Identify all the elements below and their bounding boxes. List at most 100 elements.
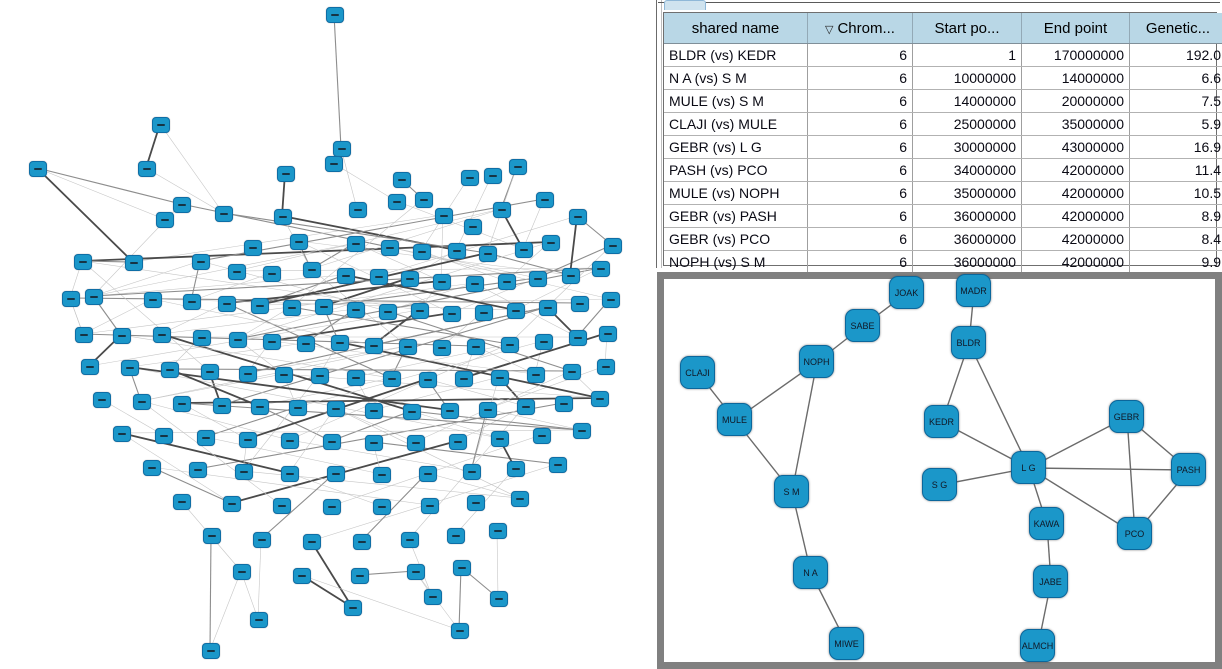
network-node[interactable]	[401, 532, 419, 548]
network-node[interactable]	[228, 264, 246, 280]
network-node[interactable]	[281, 466, 299, 482]
table-cell[interactable]: 42000000	[1021, 158, 1130, 182]
network-node[interactable]	[365, 403, 383, 419]
table-cell[interactable]: 6	[807, 112, 913, 136]
network-node[interactable]	[515, 242, 533, 258]
network-node[interactable]	[323, 434, 341, 450]
network-node[interactable]	[263, 334, 281, 350]
network-node[interactable]	[448, 243, 466, 259]
network-node[interactable]	[393, 172, 411, 188]
network-node[interactable]	[401, 271, 419, 287]
network-edge[interactable]	[496, 529, 499, 599]
network-node[interactable]	[463, 464, 481, 480]
table-cell[interactable]: 8.4	[1129, 227, 1222, 251]
network-node[interactable]	[535, 334, 553, 350]
network-edge[interactable]	[180, 402, 248, 440]
table-cell[interactable]: 6	[807, 181, 913, 205]
table-cell[interactable]: 11.4	[1129, 158, 1222, 182]
table-cell[interactable]: PASH (vs) PCO	[664, 158, 808, 182]
table-cell[interactable]: MULE (vs) S M	[664, 89, 808, 113]
network-node[interactable]	[433, 274, 451, 290]
network-node[interactable]	[85, 289, 103, 305]
network-node[interactable]	[399, 339, 417, 355]
network-node[interactable]	[573, 423, 591, 439]
network-edge[interactable]	[486, 252, 571, 276]
network-node[interactable]	[491, 370, 509, 386]
table-cell[interactable]: 170000000	[1021, 43, 1130, 67]
network-node[interactable]	[489, 523, 507, 539]
network-node[interactable]	[447, 528, 465, 544]
network-edge[interactable]	[36, 167, 165, 220]
network-edge[interactable]	[282, 373, 600, 399]
network-node[interactable]	[383, 371, 401, 387]
network-edge[interactable]	[236, 241, 551, 340]
network-node[interactable]	[347, 370, 365, 386]
network-edge[interactable]	[470, 408, 488, 472]
network-node[interactable]	[233, 564, 251, 580]
network-edge[interactable]	[372, 376, 500, 411]
network-node[interactable]	[493, 202, 511, 218]
network-node[interactable]	[511, 491, 529, 507]
network-node[interactable]	[419, 466, 437, 482]
table-row[interactable]: CLAJI (vs) MULE 6 25000000 35000000 5.9	[664, 112, 1222, 136]
network-edge[interactable]	[340, 147, 358, 210]
network-edge[interactable]	[160, 302, 227, 335]
network-edge[interactable]	[159, 123, 224, 214]
network-edge[interactable]	[410, 410, 582, 431]
network-node[interactable]	[155, 428, 173, 444]
network-node[interactable]	[113, 328, 131, 344]
network-node[interactable]	[466, 276, 484, 292]
network-node[interactable]	[239, 432, 257, 448]
network-node[interactable]	[303, 262, 321, 278]
network-edge[interactable]	[150, 466, 232, 504]
network-node[interactable]	[591, 391, 609, 407]
table-cell[interactable]: 6	[807, 250, 913, 274]
table-row[interactable]: GEBR (vs) PASH 6 36000000 42000000 8.9	[664, 204, 1222, 228]
table-cell[interactable]: 10.5	[1129, 181, 1222, 205]
network-edge[interactable]	[536, 244, 613, 279]
network-node[interactable]	[273, 498, 291, 514]
network-node[interactable]	[507, 461, 525, 477]
network-edge[interactable]	[426, 472, 520, 499]
network-node[interactable]	[244, 240, 262, 256]
network-edge[interactable]	[120, 429, 582, 434]
table-cell[interactable]: 25000000	[912, 112, 1022, 136]
column-header-start-point[interactable]: Start po...	[912, 13, 1022, 44]
network-node[interactable]	[562, 268, 580, 284]
network-node-jabe[interactable]: JABE	[1033, 565, 1068, 598]
table-cell[interactable]: 42000000	[1021, 204, 1130, 228]
network-node[interactable]	[173, 197, 191, 213]
network-node[interactable]	[517, 399, 535, 415]
network-edge[interactable]	[450, 277, 538, 314]
network-node[interactable]	[218, 296, 236, 312]
network-edge[interactable]	[458, 566, 462, 631]
network-edge[interactable]	[569, 215, 578, 276]
table-cell[interactable]: 1	[912, 43, 1022, 67]
network-node[interactable]	[533, 428, 551, 444]
network-node[interactable]	[373, 467, 391, 483]
network-node[interactable]	[283, 300, 301, 316]
network-node[interactable]	[153, 327, 171, 343]
network-edge[interactable]	[222, 212, 488, 254]
network-node[interactable]	[467, 339, 485, 355]
network-node[interactable]	[599, 326, 617, 342]
network-edge[interactable]	[36, 167, 134, 263]
network-edge[interactable]	[132, 214, 444, 263]
network-edge[interactable]	[791, 361, 818, 493]
network-edge[interactable]	[128, 366, 450, 411]
table-row[interactable]: MULE (vs) S M 6 14000000 20000000 7.5	[664, 89, 1222, 113]
network-node[interactable]	[507, 303, 525, 319]
network-node-l-g[interactable]: L G	[1011, 451, 1046, 484]
network-node[interactable]	[381, 240, 399, 256]
network-node[interactable]	[347, 302, 365, 318]
table-cell[interactable]: 14000000	[912, 89, 1022, 113]
column-header-chromosome[interactable]: ▽ Chrom...	[807, 13, 913, 44]
network-node[interactable]	[373, 499, 391, 515]
network-node[interactable]	[602, 292, 620, 308]
sort-filter-icon[interactable]: ▽	[825, 23, 834, 36]
network-edge[interactable]	[486, 408, 582, 431]
network-node[interactable]	[29, 161, 47, 177]
table-cell[interactable]: 6	[807, 227, 913, 251]
network-edge[interactable]	[968, 342, 1030, 469]
network-node[interactable]	[125, 255, 143, 271]
